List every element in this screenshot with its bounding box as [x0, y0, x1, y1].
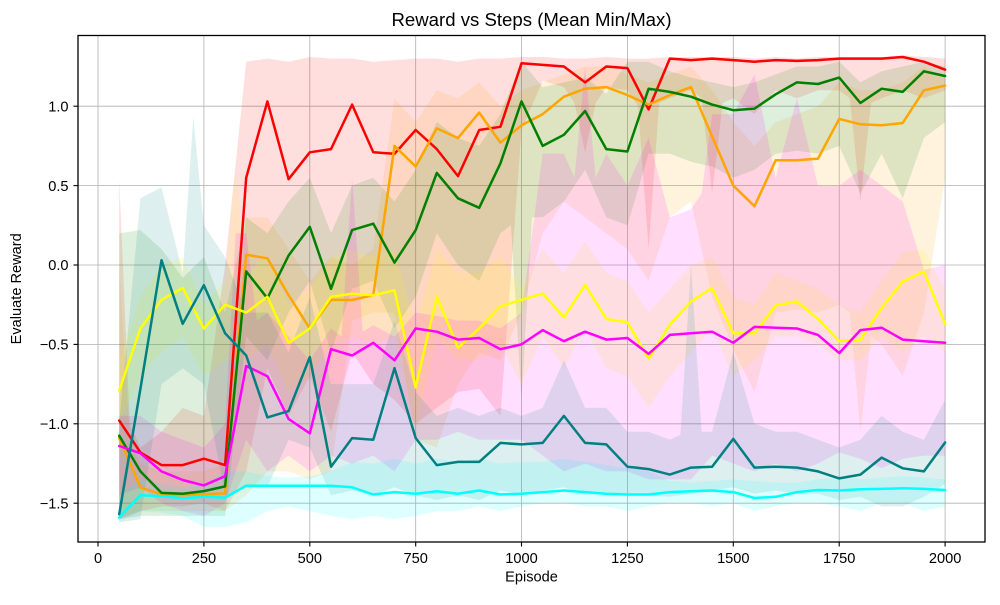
- svg-text:0.0: 0.0: [48, 258, 68, 274]
- svg-text:Episode: Episode: [505, 570, 558, 586]
- svg-text:Reward vs Steps (Mean Min/Max): Reward vs Steps (Mean Min/Max): [391, 9, 671, 30]
- svg-text:1500: 1500: [717, 551, 749, 567]
- svg-text:2000: 2000: [929, 551, 961, 567]
- svg-text:0.5: 0.5: [48, 179, 68, 195]
- svg-text:0: 0: [94, 551, 102, 567]
- svg-text:250: 250: [192, 551, 216, 567]
- svg-text:1750: 1750: [823, 551, 855, 567]
- svg-text:500: 500: [298, 551, 322, 567]
- svg-text:750: 750: [404, 551, 428, 567]
- svg-text:1000: 1000: [505, 551, 537, 567]
- svg-text:−1.5: −1.5: [40, 496, 69, 512]
- svg-text:−1.0: −1.0: [40, 417, 69, 433]
- svg-text:1.0: 1.0: [48, 99, 68, 115]
- svg-text:1250: 1250: [611, 551, 643, 567]
- svg-text:Evaluate Reward: Evaluate Reward: [9, 233, 25, 344]
- svg-text:−0.5: −0.5: [40, 338, 69, 354]
